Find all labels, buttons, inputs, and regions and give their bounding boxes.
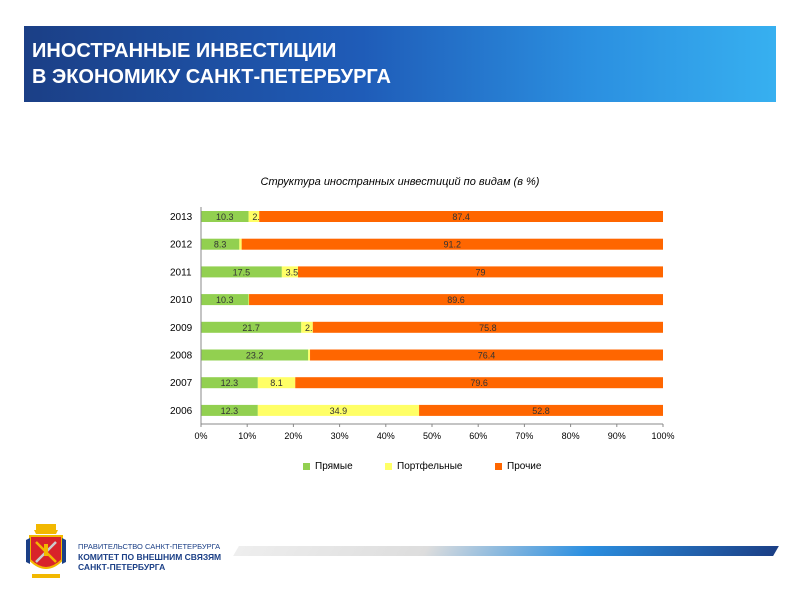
footer-org-line-2: КОМИТЕТ ПО ВНЕШНИМ СВЯЗЯМ (78, 552, 222, 562)
chart-title: Структура иностранных инвестиций по вида… (260, 176, 540, 188)
data-label-direct-2010: 10.3 (216, 295, 234, 305)
category-label-2010: 2010 (170, 295, 193, 306)
legend-label: Прямые (315, 461, 353, 472)
legend-swatch (385, 463, 392, 470)
data-label-portfolio-2013: 2.3 (252, 212, 265, 222)
bar-portfolio-2007 (257, 377, 296, 389)
bar-direct-2007 (201, 377, 258, 389)
category-label-2012: 2012 (170, 240, 193, 251)
data-label-other-2008: 76.4 (478, 351, 496, 361)
data-label-portfolio-2007: 8.1 (270, 378, 283, 388)
category-label-2011: 2011 (170, 267, 192, 278)
bar-other-2006 (419, 404, 663, 416)
data-label-other-2009: 75.8 (479, 323, 497, 333)
data-label-portfolio-2006: 34.9 (330, 406, 348, 416)
bar-other-2012 (241, 238, 663, 250)
data-label-other-2010: 89.6 (447, 295, 465, 305)
bar-direct-2008 (201, 349, 309, 361)
x-tick-label: 100% (651, 431, 674, 441)
footer-org-line-1: ПРАВИТЕЛЬСТВО САНКТ-ПЕТЕРБУРГА (78, 542, 221, 551)
footer-stripe (233, 546, 779, 556)
bar-direct-2012 (201, 238, 240, 250)
legend-item-other: Прочие (495, 461, 541, 472)
bar-direct-2010 (201, 294, 249, 306)
bar-portfolio-2006 (257, 404, 420, 416)
data-label-direct-2013: 10.3 (216, 212, 234, 222)
bar-portfolio-2010 (248, 294, 250, 306)
legend-label: Портфельные (397, 461, 463, 472)
chart-legend: Прямые Портфельные Прочие (0, 461, 800, 475)
stacked-bar-chart: 201310.32.387.420128.30.591.2201117.53.5… (170, 207, 675, 441)
x-tick-label: 0% (194, 431, 207, 441)
footer-organization: ПРАВИТЕЛЬСТВО САНКТ-ПЕТЕРБУРГА КОМИТЕТ П… (78, 542, 221, 572)
bar-other-2011 (298, 266, 663, 278)
bar-direct-2011 (201, 266, 282, 278)
legend-item-direct: Прямые (303, 461, 353, 472)
data-label-other-2012: 91.2 (444, 240, 462, 250)
x-tick-label: 80% (562, 431, 580, 441)
x-tick-label: 60% (469, 431, 487, 441)
page-title-line-1: ИНОСТРАННЫЕ ИНВЕСТИЦИИ (32, 40, 337, 62)
bar-direct-2013 (201, 211, 249, 222)
x-tick-label: 30% (331, 431, 349, 441)
data-label-direct-2012: 8.3 (214, 240, 227, 250)
x-tick-label: 50% (423, 431, 441, 441)
data-label-direct-2011: 17.5 (233, 267, 251, 277)
data-label-direct-2009: 21.7 (242, 323, 260, 333)
data-label-other-2006: 52.8 (532, 406, 550, 416)
legend-swatch (495, 463, 502, 470)
data-label-portfolio-2009: 2.5 (305, 323, 318, 333)
category-label-2009: 2009 (170, 323, 193, 334)
category-label-2007: 2007 (170, 378, 193, 389)
data-label-other-2007: 79.6 (470, 378, 488, 388)
bar-portfolio-2011 (281, 266, 299, 278)
legend-label: Прочие (507, 461, 542, 472)
category-label-2008: 2008 (170, 351, 193, 362)
page-title-line-2: В ЭКОНОМИКУ САНКТ-ПЕТЕРБУРГА (32, 66, 391, 88)
data-label-direct-2008: 23.2 (246, 351, 264, 361)
data-label-direct-2007: 12.3 (221, 378, 239, 388)
footer-org-line-3: САНКТ-ПЕТЕРБУРГА (78, 562, 166, 572)
x-tick-label: 10% (238, 431, 256, 441)
bar-other-2013 (259, 211, 663, 222)
page-title: ИНОСТРАННЫЕ ИНВЕСТИЦИИ В ЭКОНОМИКУ САНКТ… (32, 38, 391, 90)
category-label-2013: 2013 (170, 212, 193, 223)
bar-other-2007 (295, 377, 663, 389)
x-tick-label: 70% (515, 431, 533, 441)
bar-other-2008 (310, 349, 663, 361)
data-label-direct-2006: 12.3 (221, 406, 239, 416)
bar-portfolio-2012 (239, 238, 242, 250)
data-label-other-2011: 79 (476, 267, 486, 277)
bar-direct-2006 (201, 404, 258, 416)
x-tick-label: 90% (608, 431, 626, 441)
legend-item-portfolio: Портфельные (385, 461, 462, 472)
legend-swatch (303, 463, 310, 470)
bar-portfolio-2008 (308, 349, 311, 361)
data-label-other-2013: 87.4 (452, 212, 470, 222)
bar-direct-2009 (201, 321, 302, 333)
bar-other-2010 (249, 294, 663, 306)
coat-of-arms-icon (26, 524, 66, 578)
bar-portfolio-2009 (301, 321, 313, 333)
header-band: ИНОСТРАННЫЕ ИНВЕСТИЦИИ В ЭКОНОМИКУ САНКТ… (24, 26, 776, 102)
x-tick-label: 40% (377, 431, 395, 441)
x-tick-label: 20% (284, 431, 302, 441)
data-label-portfolio-2011: 3.5 (286, 267, 299, 277)
bar-other-2009 (312, 321, 663, 333)
bar-portfolio-2013 (248, 211, 260, 222)
category-label-2006: 2006 (170, 406, 193, 417)
